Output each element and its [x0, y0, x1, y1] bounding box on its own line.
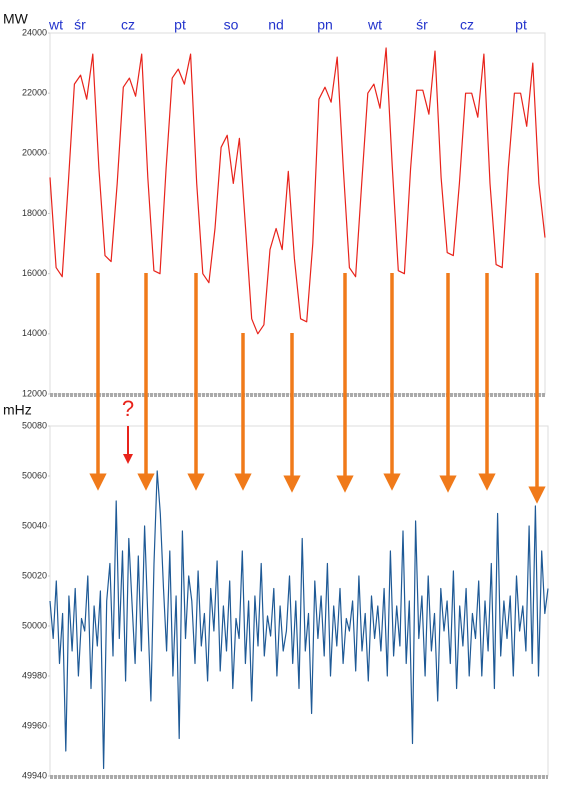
arrows [89, 273, 546, 504]
annotation: ? [122, 396, 134, 421]
y-tick-label: 24000 [22, 27, 47, 37]
data-line [49, 47, 546, 335]
day-label: pt [515, 17, 527, 33]
day-label: wt [367, 17, 382, 33]
y-axis-label: mHz [3, 402, 32, 418]
plot-frame [49, 425, 549, 777]
y-tick-label: 50080 [22, 420, 47, 430]
y-tick-label: 50060 [22, 470, 47, 480]
day-label: cz [460, 17, 474, 33]
y-tick-label: 12000 [22, 388, 47, 398]
y-tick-label: 22000 [22, 88, 47, 98]
y-tick-label: 20000 [22, 148, 47, 158]
y-tick-label: 49940 [22, 770, 47, 780]
y-axis-label: MW [3, 11, 29, 27]
day-label: wt [48, 17, 63, 33]
plot-frame [49, 32, 546, 395]
y-tick-label: 14000 [22, 328, 47, 338]
y-tick-label: 50020 [22, 570, 47, 580]
y-tick-label: 49960 [22, 720, 47, 730]
day-label: so [224, 17, 239, 33]
day-label: nd [268, 17, 284, 33]
day-label: pt [174, 17, 186, 33]
day-label: śr [74, 17, 86, 33]
y-tick-label: 50040 [22, 520, 47, 530]
data-line [49, 470, 549, 770]
y-tick-label: 16000 [22, 268, 47, 278]
day-label: pn [317, 17, 333, 33]
day-label: cz [121, 17, 135, 33]
y-tick-label: 50000 [22, 620, 47, 630]
y-tick-label: 18000 [22, 208, 47, 218]
y-tick-label: 49980 [22, 670, 47, 680]
day-label: śr [416, 17, 428, 33]
